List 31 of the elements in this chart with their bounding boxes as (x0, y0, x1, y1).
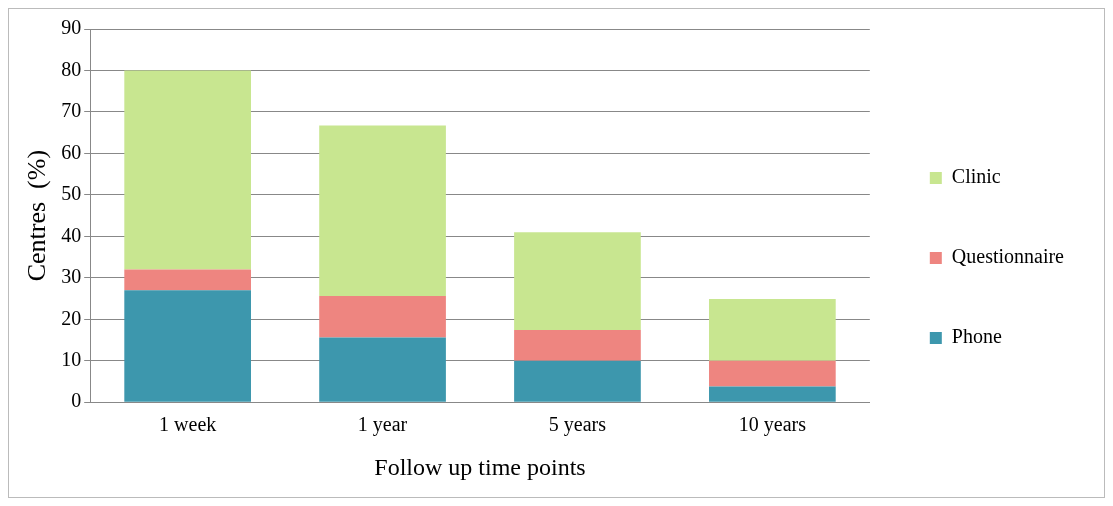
legend-label: Clinic (951, 165, 1001, 188)
y-axis-title: Centres (%) (22, 149, 52, 282)
legend-label: Questionnaire (951, 245, 1065, 268)
bar (319, 337, 446, 402)
bar (124, 269, 251, 291)
y-tick-label: 20 (61, 306, 82, 329)
bar (709, 298, 836, 361)
x-tick-label: 1 year (357, 413, 408, 437)
bar (319, 125, 446, 297)
y-tick-label: 40 (61, 223, 82, 246)
bar (319, 296, 446, 338)
x-tick-label: 5 years (548, 413, 607, 437)
y-tick-label: 30 (61, 265, 82, 288)
y-tick-label: 70 (61, 99, 82, 122)
x-tick-label: 10 years (738, 413, 807, 437)
y-tick-label: 10 (61, 347, 82, 370)
bar (709, 360, 836, 387)
y-tick-label: 90 (61, 16, 82, 39)
bar (514, 330, 641, 361)
x-tick-label: 1 week (159, 413, 217, 436)
y-tick-label: 60 (61, 140, 82, 163)
bar (514, 360, 641, 402)
x-axis-title: Follow up time points (374, 453, 586, 480)
bar (124, 70, 251, 270)
legend-label: Phone (951, 325, 1002, 348)
y-tick-label: 50 (61, 182, 82, 205)
bar (124, 290, 251, 402)
y-tick-label: 80 (61, 57, 82, 80)
bar (514, 232, 641, 331)
y-tick-label: 0 (71, 389, 82, 412)
bar (709, 386, 836, 402)
